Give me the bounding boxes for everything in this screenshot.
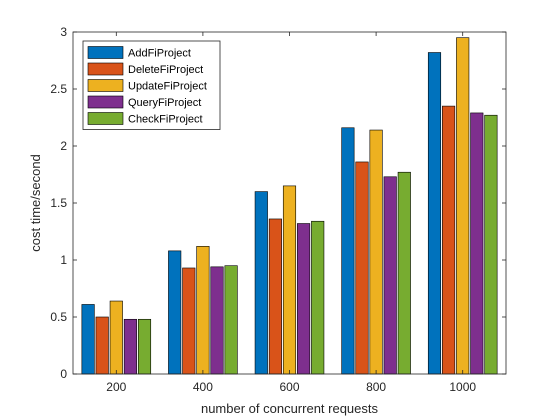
bar-QueryFiProject-1000: [470, 112, 484, 375]
bar-UpdateFiProject-800: [369, 129, 383, 375]
bars-group: [81, 37, 498, 375]
legend-swatch-AddFiProject: [87, 46, 124, 59]
bar-DeleteFiProject-400: [182, 267, 196, 375]
bar-UpdateFiProject-400: [196, 246, 210, 375]
bar-DeleteFiProject-600: [268, 218, 282, 375]
y-tick-label: 0.5: [50, 310, 67, 324]
bar-UpdateFiProject-1000: [456, 37, 470, 375]
bar-AddFiProject-800: [341, 127, 355, 375]
bar-DeleteFiProject-200: [95, 316, 109, 375]
legend-label-QueryFiProject: QueryFiProject: [128, 97, 201, 109]
bar-DeleteFiProject-1000: [442, 105, 456, 375]
legend-swatch-DeleteFiProject: [87, 62, 124, 76]
legend-label-CheckFiProject: CheckFiProject: [128, 114, 203, 126]
bar-CheckFiProject-400: [224, 265, 238, 375]
y-axis-label: cost time/second: [28, 154, 43, 252]
bar-CheckFiProject-200: [137, 318, 152, 375]
bar-UpdateFiProject-200: [109, 300, 123, 375]
x-tick-label: 800: [366, 380, 386, 394]
legend-label-UpdateFiProject: UpdateFiProject: [128, 81, 207, 93]
legend: AddFiProject DeleteFiProject UpdateFiProje…: [82, 40, 221, 130]
bar-AddFiProject-1000: [427, 52, 442, 375]
bar-QueryFiProject-600: [297, 223, 311, 375]
bar-QueryFiProject-800: [383, 176, 397, 375]
bar-DeleteFiProject-800: [355, 161, 369, 375]
x-tick-label: 600: [279, 380, 299, 394]
y-tick-label: 1: [60, 253, 67, 267]
axes-group: 0 0.5 1 1.5 2 2.5 3 200 400 600 800 1000: [50, 25, 507, 394]
legend-swatch-CheckFiProject: [87, 112, 124, 125]
bar-CheckFiProject-800: [397, 171, 411, 375]
bar-AddFiProject-400: [168, 250, 182, 375]
bar-QueryFiProject-400: [210, 266, 224, 375]
bar-UpdateFiProject-600: [282, 185, 297, 375]
x-axis-label: number of concurrent requests: [201, 401, 379, 416]
bar-CheckFiProject-600: [311, 220, 325, 375]
x-tick-label: 1000: [449, 380, 476, 394]
y-tick-label: 1.5: [50, 196, 67, 210]
legend-swatch-UpdateFiProject: [87, 79, 124, 92]
x-tick-label: 400: [193, 380, 213, 394]
x-tick-label: 200: [106, 380, 126, 394]
legend-label-AddFiProject: AddFiProject: [128, 48, 191, 60]
legend-label-DeleteFiProject: DeleteFiProject: [128, 64, 203, 76]
legend-swatch-QueryFiProject: [87, 95, 124, 109]
y-tick-label: 2: [60, 139, 67, 153]
y-tick-label: 3: [60, 25, 67, 39]
y-tick-label: 2.5: [50, 82, 67, 96]
bar-AddFiProject-600: [254, 191, 268, 375]
bar-CheckFiProject-1000: [484, 114, 498, 375]
bar-AddFiProject-200: [81, 304, 95, 375]
bar-QueryFiProject-200: [123, 318, 137, 375]
y-tick-label: 0: [60, 367, 67, 381]
